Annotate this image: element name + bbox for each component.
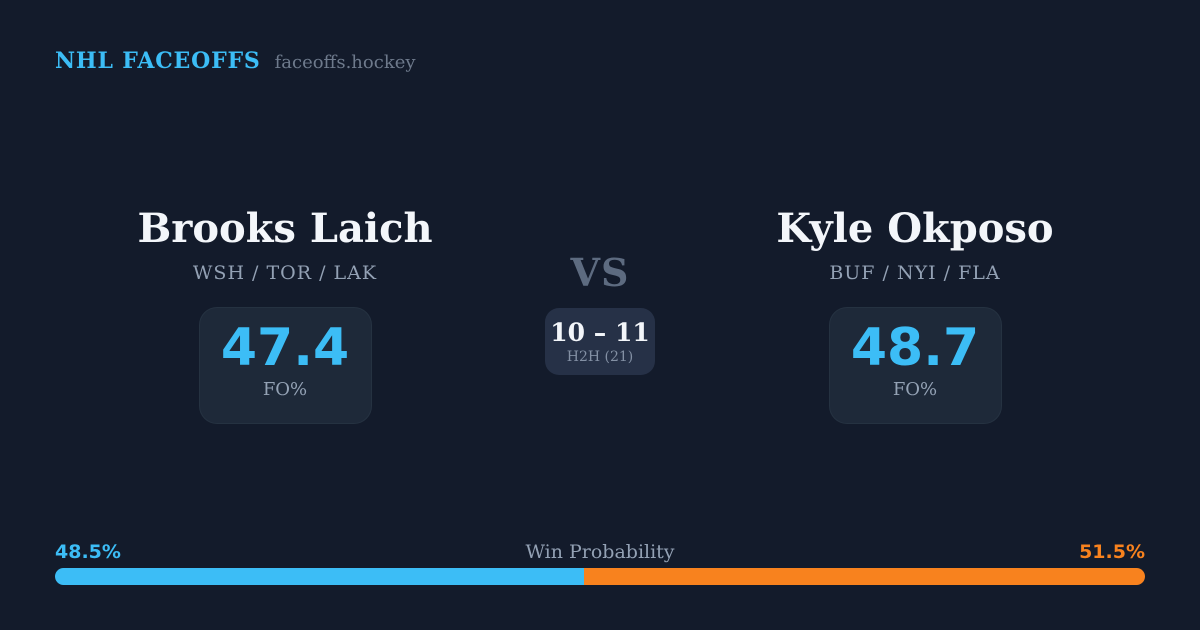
faceoff-percentage-label: FO% — [892, 378, 938, 400]
win-probability-right-value: 51.5% — [1079, 541, 1145, 563]
faceoff-percentage-value: 47.4 — [220, 317, 350, 378]
faceoff-stat-card: 47.4 FO% — [198, 306, 372, 424]
brand-title: NHL FACEOFFS — [55, 48, 261, 74]
player-name: Kyle Okposo — [776, 205, 1054, 252]
faceoff-percentage-value: 48.7 — [850, 317, 980, 378]
win-probability-labels: 48.5% Win Probability 51.5% — [55, 541, 1145, 563]
player-teams: WSH / TOR / LAK — [192, 262, 378, 284]
win-bar-right — [583, 568, 1145, 585]
head-to-head-score: 10 – 11 — [550, 317, 650, 347]
player-teams: BUF / NYI / FLA — [829, 262, 1001, 284]
player-card-right: Kyle Okposo BUF / NYI / FLA 48.7 FO% — [725, 206, 1105, 424]
win-probability-title: Win Probability — [525, 541, 675, 563]
brand-site-url: faceoffs.hockey — [274, 52, 416, 73]
head-to-head-card: 10 – 11 H2H (21) — [545, 307, 655, 376]
win-probability-bar — [55, 568, 1145, 585]
player-name: Brooks Laich — [137, 205, 433, 252]
win-bar-left — [55, 568, 584, 585]
vs-label: VS — [570, 250, 630, 295]
win-probability-left-value: 48.5% — [55, 541, 121, 563]
header: NHL FACEOFFS faceoffs.hockey — [55, 48, 416, 74]
faceoff-percentage-label: FO% — [262, 378, 308, 400]
versus-column: VS 10 – 11 H2H (21) — [510, 250, 690, 376]
faceoff-stat-card: 48.7 FO% — [828, 306, 1002, 424]
head-to-head-label: H2H (21) — [566, 349, 634, 366]
player-card-left: Brooks Laich WSH / TOR / LAK 47.4 FO% — [95, 206, 475, 424]
